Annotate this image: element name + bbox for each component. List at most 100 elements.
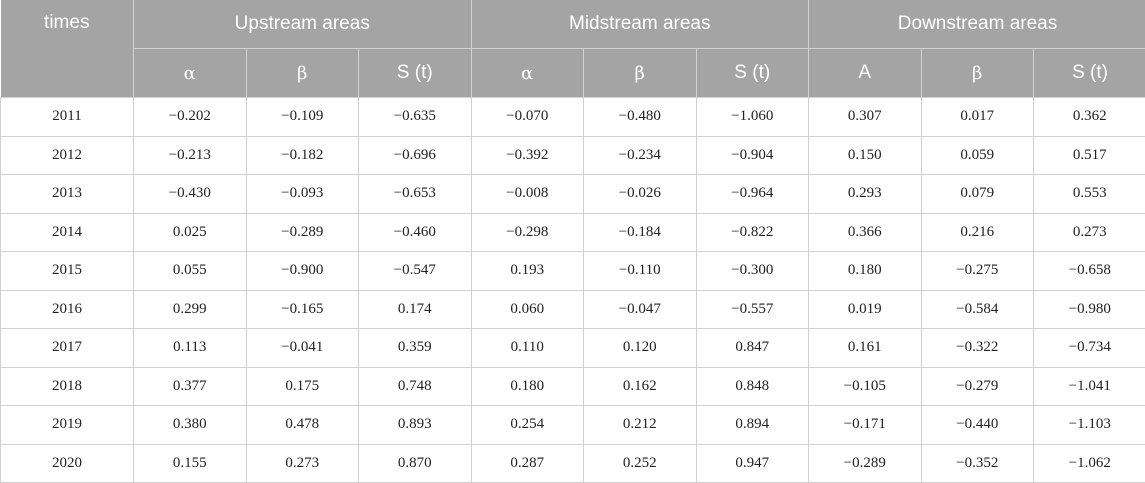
value-cell: 0.180 <box>809 252 922 291</box>
value-cell: 0.848 <box>696 367 809 406</box>
midstream-beta-header: β <box>584 49 697 98</box>
value-cell: −0.110 <box>584 252 697 291</box>
value-cell: 0.079 <box>921 175 1034 214</box>
midstream-alpha-header: α <box>471 49 584 98</box>
value-cell: −0.904 <box>696 136 809 175</box>
value-cell: 0.162 <box>584 367 697 406</box>
year-cell: 2014 <box>1 213 134 252</box>
year-cell: 2011 <box>1 98 134 137</box>
year-cell: 2013 <box>1 175 134 214</box>
value-cell: −0.696 <box>359 136 472 175</box>
value-cell: 0.113 <box>134 329 247 368</box>
value-cell: −0.547 <box>359 252 472 291</box>
downstream-beta-header: β <box>921 49 1034 98</box>
value-cell: 0.293 <box>809 175 922 214</box>
value-cell: −0.584 <box>921 290 1034 329</box>
value-cell: −0.352 <box>921 444 1034 483</box>
year-cell: 2017 <box>1 329 134 368</box>
value-cell: −0.557 <box>696 290 809 329</box>
value-cell: 0.254 <box>471 406 584 445</box>
value-cell: 0.307 <box>809 98 922 137</box>
value-cell: −0.900 <box>246 252 359 291</box>
downstream-group-header: Downstream areas <box>809 0 1145 49</box>
value-cell: −0.202 <box>134 98 247 137</box>
value-cell: −0.298 <box>471 213 584 252</box>
value-cell: −0.279 <box>921 367 1034 406</box>
value-cell: 0.870 <box>359 444 472 483</box>
value-cell: −0.635 <box>359 98 472 137</box>
value-cell: 0.193 <box>471 252 584 291</box>
value-cell: 0.894 <box>696 406 809 445</box>
value-cell: −0.430 <box>134 175 247 214</box>
value-cell: −0.041 <box>246 329 359 368</box>
upstream-alpha-header: α <box>134 49 247 98</box>
value-cell: −0.165 <box>246 290 359 329</box>
times-column-header: times <box>1 0 134 98</box>
value-cell: 0.017 <box>921 98 1034 137</box>
value-cell: 0.120 <box>584 329 697 368</box>
value-cell: −0.980 <box>1034 290 1145 329</box>
value-cell: 0.847 <box>696 329 809 368</box>
table-row: 2011−0.202−0.109−0.635−0.070−0.480−1.060… <box>1 98 1145 137</box>
value-cell: −0.184 <box>584 213 697 252</box>
value-cell: 0.380 <box>134 406 247 445</box>
table-row: 2012−0.213−0.182−0.696−0.392−0.234−0.904… <box>1 136 1145 175</box>
value-cell: −0.822 <box>696 213 809 252</box>
value-cell: 0.110 <box>471 329 584 368</box>
value-cell: 0.180 <box>471 367 584 406</box>
value-cell: 0.025 <box>134 213 247 252</box>
value-cell: −0.093 <box>246 175 359 214</box>
value-cell: 0.155 <box>134 444 247 483</box>
value-cell: 0.161 <box>809 329 922 368</box>
value-cell: −0.658 <box>1034 252 1145 291</box>
year-cell: 2016 <box>1 290 134 329</box>
table-row: 2013−0.430−0.093−0.653−0.008−0.026−0.964… <box>1 175 1145 214</box>
value-cell: −0.964 <box>696 175 809 214</box>
value-cell: 0.377 <box>134 367 247 406</box>
value-cell: 0.517 <box>1034 136 1145 175</box>
upstream-beta-header: β <box>246 49 359 98</box>
year-cell: 2020 <box>1 444 134 483</box>
value-cell: 0.212 <box>584 406 697 445</box>
value-cell: 0.359 <box>359 329 472 368</box>
value-cell: −0.653 <box>359 175 472 214</box>
value-cell: 0.273 <box>246 444 359 483</box>
value-cell: −0.008 <box>471 175 584 214</box>
value-cell: 0.055 <box>134 252 247 291</box>
value-cell: 0.216 <box>921 213 1034 252</box>
value-cell: −0.289 <box>809 444 922 483</box>
value-cell: −0.322 <box>921 329 1034 368</box>
value-cell: −0.480 <box>584 98 697 137</box>
upstream-group-header: Upstream areas <box>134 0 472 49</box>
value-cell: −0.026 <box>584 175 697 214</box>
value-cell: 0.947 <box>696 444 809 483</box>
value-cell: 0.060 <box>471 290 584 329</box>
value-cell: 0.299 <box>134 290 247 329</box>
value-cell: 0.553 <box>1034 175 1145 214</box>
value-cell: 0.362 <box>1034 98 1145 137</box>
year-cell: 2018 <box>1 367 134 406</box>
value-cell: −1.060 <box>696 98 809 137</box>
value-cell: −0.234 <box>584 136 697 175</box>
value-cell: 0.059 <box>921 136 1034 175</box>
value-cell: 0.478 <box>246 406 359 445</box>
value-cell: −0.392 <box>471 136 584 175</box>
value-cell: −0.182 <box>246 136 359 175</box>
value-cell: 0.893 <box>359 406 472 445</box>
value-cell: 0.174 <box>359 290 472 329</box>
value-cell: −0.109 <box>246 98 359 137</box>
value-cell: 0.748 <box>359 367 472 406</box>
table-header: times Upstream areas Midstream areas Dow… <box>1 0 1145 98</box>
value-cell: 0.019 <box>809 290 922 329</box>
value-cell: −0.171 <box>809 406 922 445</box>
value-cell: −0.734 <box>1034 329 1145 368</box>
value-cell: −0.105 <box>809 367 922 406</box>
downstream-st-header: S (t) <box>1034 49 1145 98</box>
value-cell: −0.300 <box>696 252 809 291</box>
value-cell: −1.103 <box>1034 406 1145 445</box>
value-cell: −0.213 <box>134 136 247 175</box>
